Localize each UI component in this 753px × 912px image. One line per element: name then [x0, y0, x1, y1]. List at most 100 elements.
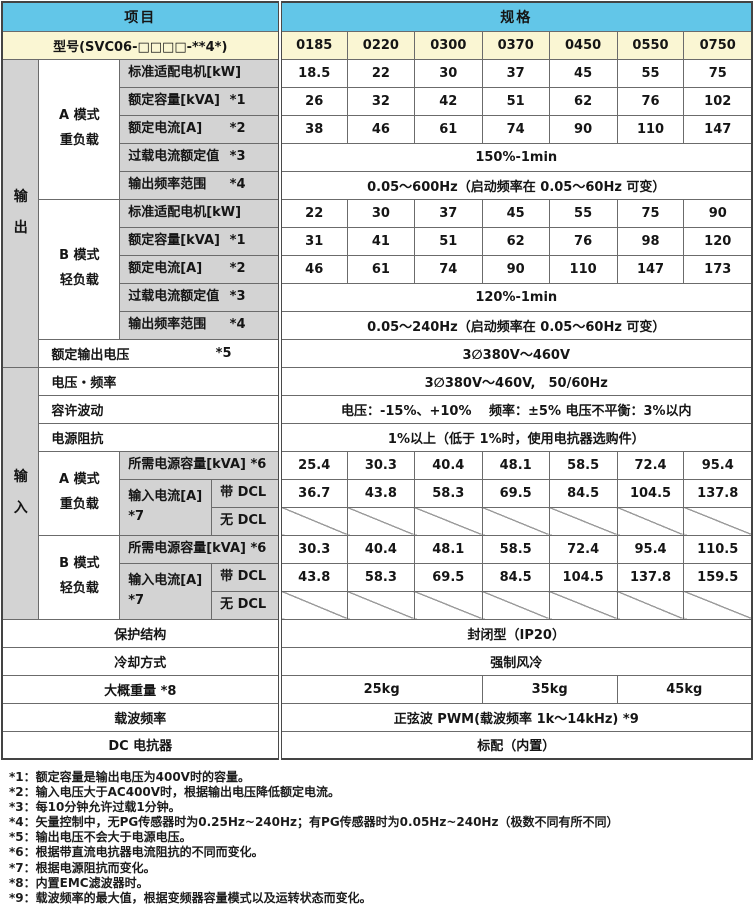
spec-value: 48.1: [413, 534, 483, 564]
spec-value: 76: [616, 86, 685, 116]
spec-value: 32: [346, 86, 415, 116]
spec-value: 45: [548, 58, 618, 88]
spec-value: 137.8: [616, 562, 685, 592]
model-number: 0750: [683, 30, 753, 60]
row-label: 载波频率: [1, 702, 281, 732]
spec-value: 22: [277, 198, 348, 228]
row-label: 输入电流[A] *7: [119, 478, 213, 536]
empty-cell: [346, 590, 415, 620]
spec-value: 48.1: [481, 450, 550, 480]
spec-value: 90: [481, 254, 550, 284]
empty-cell: [413, 590, 483, 620]
spec-value: 45: [481, 198, 550, 228]
row-label: 额定输出电压 *5: [38, 338, 281, 368]
spec-value: 62: [481, 226, 550, 256]
spec-value-merged: 120%-1min: [277, 282, 753, 312]
column-header: 规格: [277, 1, 753, 32]
row-label: 大概重量 *8: [1, 674, 281, 704]
spec-value: 55: [548, 198, 618, 228]
footnotes: *1：额定容量是输出电压为400V时的容量。 *2：输入电压大于AC400V时，根…: [0, 760, 753, 912]
spec-value-merged: 25kg: [277, 674, 483, 704]
spec-value: 43.8: [346, 478, 415, 508]
empty-cell: [277, 590, 348, 620]
spec-value: 98: [616, 226, 685, 256]
footnote: *8：内置EMC滤波器时。: [9, 875, 149, 890]
spec-value-merged: 45kg: [616, 674, 753, 704]
spec-value-merged: 强制风冷: [277, 646, 753, 676]
spec-value: 76: [548, 226, 618, 256]
spec-value: 173: [683, 254, 753, 284]
row-label: 标准适配电机[kW]: [119, 198, 281, 228]
spec-value: 147: [616, 254, 685, 284]
row-label: 保护结构: [1, 618, 281, 648]
spec-value: 51: [481, 86, 550, 116]
spec-value: 95.4: [683, 450, 753, 480]
row-label: 过载电流额定值 *3: [119, 142, 281, 172]
empty-cell: [683, 590, 753, 620]
empty-cell: [683, 506, 753, 536]
column-header: 项目: [1, 1, 281, 32]
row-label: 标准适配电机[kW]: [119, 58, 281, 88]
model-number: 0220: [346, 30, 415, 60]
spec-value-merged: 正弦波 PWM(载波频率 1k～14kHz) *9: [277, 702, 753, 732]
spec-value: 37: [413, 198, 483, 228]
empty-cell: [277, 506, 348, 536]
row-label: 输出频率范围 *4: [119, 170, 281, 200]
spec-value-merged: 35kg: [481, 674, 618, 704]
row-label: 电源阻抗: [38, 422, 281, 452]
spec-value-merged: 电压：-15%、+10% 频率：±5% 电压不平衡：3%以内: [277, 394, 753, 424]
empty-cell: [481, 590, 550, 620]
spec-value: 84.5: [481, 562, 550, 592]
model-number: 0550: [616, 30, 685, 60]
mode-label: B 模式 轻负载: [38, 534, 121, 620]
spec-value: 22: [346, 58, 415, 88]
section-label: 输 出: [1, 58, 40, 368]
spec-value-merged: 3∅380V～460V, 50/60Hz: [277, 366, 753, 396]
spec-value: 51: [413, 226, 483, 256]
spec-value: 61: [413, 114, 483, 144]
spec-value: 46: [346, 114, 415, 144]
empty-cell: [548, 506, 618, 536]
spec-value: 90: [548, 114, 618, 144]
spec-value: 36.7: [277, 478, 348, 508]
spec-value: 84.5: [548, 478, 618, 508]
spec-value-merged: 0.05～240Hz（启动频率在 0.05～60Hz 可变）: [277, 310, 753, 340]
spec-value: 74: [413, 254, 483, 284]
spec-value: 37: [481, 58, 550, 88]
mode-label: A 模式 重负载: [38, 450, 121, 536]
spec-value: 58.3: [346, 562, 415, 592]
footnote: *3：每10分钟允许过载1分钟。: [9, 800, 181, 815]
spec-value: 30: [346, 198, 415, 228]
spec-value: 43.8: [277, 562, 348, 592]
spec-value-merged: 0.05～600Hz（启动频率在 0.05～60Hz 可变）: [277, 170, 753, 200]
row-label: 带 DCL: [211, 562, 281, 592]
empty-cell: [616, 506, 685, 536]
spec-value: 110: [616, 114, 685, 144]
spec-value: 110: [548, 254, 618, 284]
spec-value: 159.5: [683, 562, 753, 592]
spec-value-merged: 封闭型（IP20）: [277, 618, 753, 648]
spec-value-merged: 3∅380V～460V: [277, 338, 753, 368]
footnote: *7：根据电源阻抗而变化。: [9, 860, 156, 875]
row-label: 电压・频率: [38, 366, 281, 396]
empty-cell: [346, 506, 415, 536]
spec-value: 38: [277, 114, 348, 144]
footnote: *5：输出电压不会大于电源电压。: [9, 830, 192, 845]
footnote: *9：载波频率的最大值，根据变频器容量模式以及运转状态而变化。: [9, 890, 372, 905]
spec-value-merged: 标配（内置）: [277, 730, 753, 760]
spec-value: 137.8: [683, 478, 753, 508]
spec-value-merged: 1%以上（低于 1%时，使用电抗器选购件）: [277, 422, 753, 452]
empty-cell: [481, 506, 550, 536]
row-label: 所需电源容量[kVA] *6: [119, 534, 281, 564]
row-label: 额定电流[A] *2: [119, 114, 281, 144]
spec-value: 104.5: [616, 478, 685, 508]
row-label: 过载电流额定值 *3: [119, 282, 281, 312]
row-label: DC 电抗器: [1, 730, 281, 760]
row-label: 无 DCL: [211, 506, 281, 536]
mode-label: A 模式 重负载: [38, 58, 121, 200]
spec-value: 31: [277, 226, 348, 256]
spec-value: 58.3: [413, 478, 483, 508]
model-row-label: 型号(SVC06-□□□□-**4*): [1, 30, 281, 60]
empty-cell: [413, 506, 483, 536]
spec-value: 58.5: [548, 450, 618, 480]
